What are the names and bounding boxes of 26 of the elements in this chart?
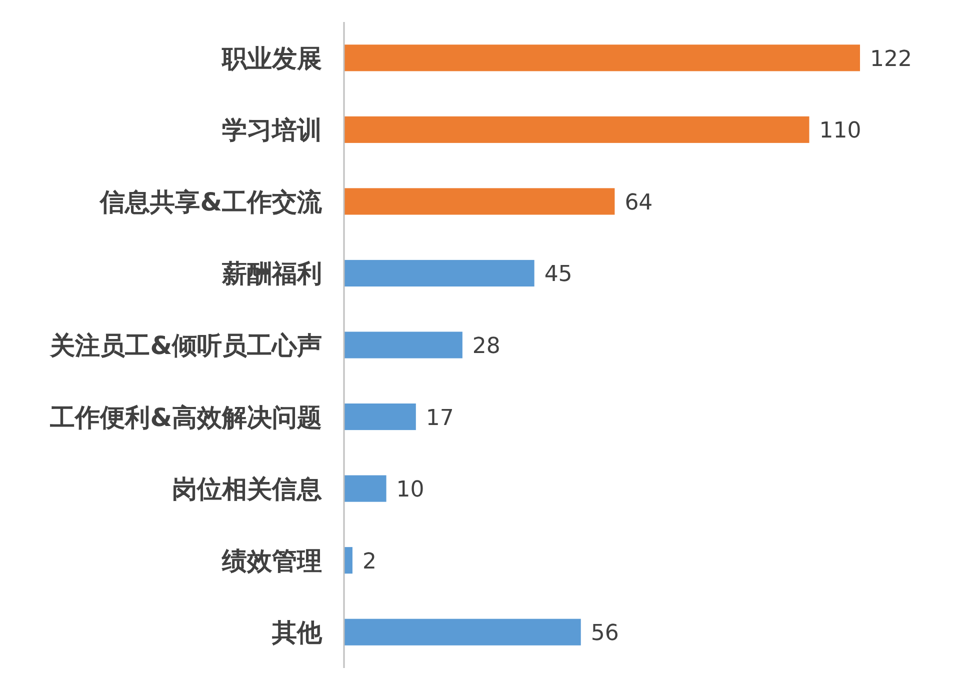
bar — [344, 618, 581, 646]
bar — [344, 475, 386, 502]
y-tick-label: 信息共享&工作交流 — [99, 187, 323, 216]
data-label: 56 — [590, 621, 619, 646]
y-tick-label: 薪酬福利 — [221, 259, 322, 288]
bar — [344, 188, 615, 215]
bar — [344, 260, 534, 286]
y-tick-label: 学习培训 — [222, 116, 322, 145]
data-label: 45 — [544, 262, 572, 288]
data-label: 122 — [870, 46, 912, 72]
y-tick-label: 绩效管理 — [221, 546, 322, 576]
y-tick-label: 关注员工&倾听员工心声 — [49, 331, 322, 360]
data-label: 10 — [396, 478, 424, 503]
data-label: 17 — [426, 406, 454, 431]
data-label: 28 — [472, 334, 500, 359]
data-label: 110 — [819, 118, 862, 144]
y-tick-label: 岗位相关信息 — [172, 474, 322, 504]
bar — [344, 404, 416, 430]
bar — [344, 44, 860, 72]
data-label: 2 — [362, 549, 376, 574]
y-tick-label: 其他 — [271, 618, 323, 648]
bar — [344, 332, 462, 358]
y-tick-label: 职业发展 — [221, 44, 322, 73]
bar — [344, 116, 810, 143]
data-label: 64 — [624, 190, 653, 216]
y-tick-label: 工作便利&高效解决问题 — [49, 402, 322, 432]
